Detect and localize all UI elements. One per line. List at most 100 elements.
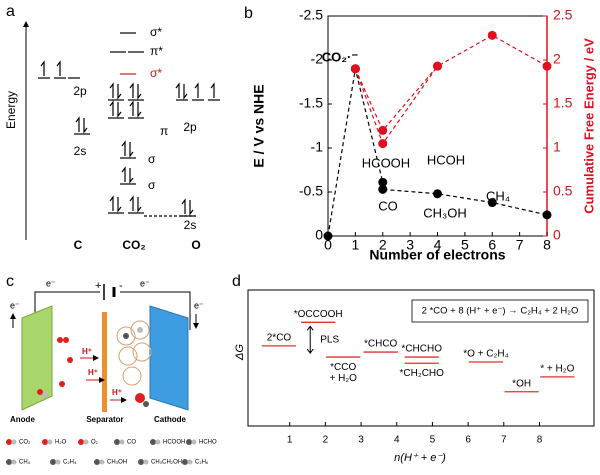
level-label: *CHCO: [364, 339, 398, 350]
y2-axis-label: Cumulative Free Energy / eV: [581, 38, 596, 214]
proton-label: H⁺: [88, 368, 98, 377]
electron: [181, 198, 186, 214]
level-label: *CH₂CHO: [399, 368, 444, 379]
x-tick-label: 6: [465, 435, 471, 446]
point: [433, 61, 442, 71]
electron: [194, 82, 199, 98]
y2-tick-label: 2.5: [553, 7, 573, 23]
orbital-label: σ*: [150, 25, 162, 39]
series-line: [354, 65, 438, 145]
point: [542, 210, 552, 220]
electron-label: e⁻: [194, 300, 204, 310]
legend-label: H₂O: [55, 440, 67, 446]
y-tick-label: -1.5: [299, 95, 323, 111]
legend-label: CO₂: [19, 440, 31, 446]
electron: [175, 82, 180, 98]
electron: [56, 60, 61, 76]
point: [323, 231, 333, 241]
legend-label: HCOOH: [163, 440, 185, 446]
electrode-label: Cathode: [154, 415, 187, 424]
x-tick-label: 6: [488, 237, 496, 253]
legend-icon: [47, 439, 53, 445]
panel-label: a: [6, 3, 15, 20]
legend-icon: [50, 459, 56, 465]
point: [487, 198, 497, 208]
legend-icon: [191, 439, 197, 445]
x-tick-label: 3: [406, 237, 414, 253]
electron: [109, 82, 114, 98]
x-tick-label: 1: [287, 435, 293, 446]
x-tick-label: 7: [501, 435, 507, 446]
orbital-label: σ*: [150, 66, 162, 80]
electron: [129, 168, 134, 184]
legend-label: CH₃OH: [107, 460, 127, 466]
electron-label: e⁻: [46, 278, 56, 288]
legend-label: HCHO: [199, 440, 217, 446]
x-tick-label: 2: [323, 435, 329, 446]
x-tick-label: 4: [394, 435, 400, 446]
electron: [129, 100, 134, 116]
y2-tick-label: 0: [553, 227, 561, 243]
x-tick-label: 4: [434, 237, 442, 253]
proton-label: H⁺: [82, 347, 92, 356]
point: [542, 61, 552, 71]
panel-label: c: [6, 273, 14, 290]
point: [487, 30, 497, 40]
electron: [129, 142, 134, 158]
legend-label: CO: [127, 440, 136, 446]
annotation: HCOOH: [362, 155, 410, 170]
legend-icon: [55, 459, 61, 465]
atom-label: CO₂: [122, 238, 145, 252]
orbital-label: π: [160, 124, 168, 138]
legend-icon: [143, 459, 149, 465]
electron: [117, 197, 122, 213]
x-tick-label: 5: [461, 237, 469, 253]
legend-icon: [11, 459, 17, 465]
electron: [121, 166, 126, 182]
electron-label: e⁻: [140, 278, 150, 288]
y-axis-label: E / V vs NHE: [251, 84, 267, 167]
legend-icon: [83, 439, 89, 445]
panel-label: d: [232, 273, 241, 290]
legend-label: C₂H₄: [63, 460, 77, 466]
annotation: CH₄: [486, 188, 510, 203]
electron: [109, 100, 114, 116]
y2-tick-label: 1.5: [553, 95, 573, 111]
separator: [102, 312, 107, 412]
series-line: [354, 34, 548, 132]
atom-label: C: [74, 238, 83, 252]
electrode-label: Separator: [86, 415, 123, 424]
x-tick-label: 5: [430, 435, 436, 446]
point: [433, 189, 442, 199]
legend-label: C₂H₆: [195, 460, 209, 466]
level-label: *O + C₂H₄: [463, 349, 508, 360]
level-label: *OH: [512, 378, 531, 389]
legend-icon: [42, 439, 48, 445]
plot-frame: [247, 289, 595, 427]
orbital-label: σ: [148, 152, 156, 166]
level-label: 2*CO: [267, 333, 292, 344]
legend-label: CH₄: [19, 460, 31, 466]
electron: [137, 102, 142, 118]
level-label: *CCO + H₂O: [329, 362, 357, 384]
electron: [189, 200, 194, 216]
electron: [129, 82, 134, 98]
level-label: *OCCOOH: [294, 309, 343, 320]
legend-icon: [182, 459, 188, 465]
legend-icon: [6, 439, 12, 445]
electron-label: e⁻: [10, 300, 20, 310]
atom-label: O: [191, 238, 200, 252]
annotation: CO₂·⁻: [322, 49, 359, 64]
orbital-label: π*: [150, 44, 163, 58]
electron: [129, 195, 134, 211]
x-tick-label: 2: [379, 237, 387, 253]
electron: [210, 82, 215, 98]
electron: [117, 102, 122, 118]
electron: [40, 60, 45, 76]
legend-icon: [94, 459, 100, 465]
y-tick-label: -1: [311, 139, 324, 155]
legend-icon: [155, 439, 161, 445]
x-axis-label: Number of electrons: [369, 247, 505, 263]
annotation: CO: [378, 198, 398, 213]
